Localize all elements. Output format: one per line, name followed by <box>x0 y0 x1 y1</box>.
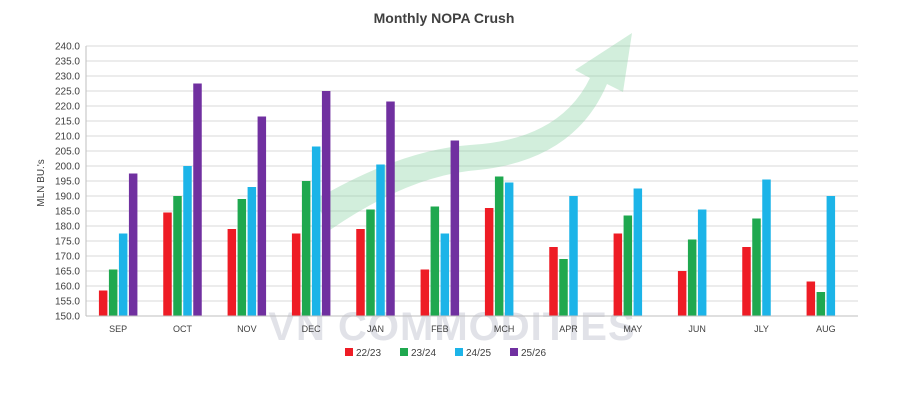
x-tick-label: DEC <box>302 324 322 334</box>
bar-22-23-may <box>613 233 623 316</box>
x-tick-label: NOV <box>237 324 257 334</box>
bar-24-25-nov <box>247 187 257 316</box>
bar-23-24-oct <box>173 196 182 316</box>
gridlines <box>86 45 858 317</box>
x-tick-label: SEP <box>109 324 127 334</box>
x-tick-label: JLY <box>754 324 769 334</box>
legend-swatch <box>455 348 463 356</box>
bar-23-24-apr <box>559 259 568 316</box>
bar-23-24-aug <box>816 292 826 316</box>
y-tick-label: 235.0 <box>55 57 80 68</box>
bar-24-25-feb <box>440 233 450 316</box>
y-tick-label: 210.0 <box>55 132 80 143</box>
bar-22-23-jan <box>356 229 365 316</box>
bar-22-23-sep <box>98 290 108 316</box>
y-tick-label: 205.0 <box>55 147 80 158</box>
legend-label: 25/26 <box>521 348 546 359</box>
bar-25-26-feb <box>450 140 460 316</box>
bar-23-24-may <box>623 215 633 316</box>
legend-label: 22/23 <box>356 348 381 359</box>
bar-24-25-aug <box>826 196 836 316</box>
chart-title: Monthly NOPA Crush <box>374 10 515 26</box>
x-tick-label: OCT <box>173 324 193 334</box>
x-tick-label: FEB <box>431 324 449 334</box>
bar-25-26-dec <box>321 91 331 316</box>
bar-23-24-dec <box>301 181 311 316</box>
bar-24-25-dec <box>311 146 321 316</box>
axes: 150.0 155.0 160.0 165.0 170.0 175.0 180.0 185.0… <box>55 42 858 334</box>
x-tick-label: MAY <box>623 324 642 334</box>
legend-swatch <box>400 348 408 356</box>
bar-22-23-dec <box>291 233 301 316</box>
y-tick-label: 175.0 <box>55 237 80 248</box>
x-tick-label: JAN <box>367 324 384 334</box>
bar-23-24-feb <box>430 206 440 316</box>
bar-22-23-jun <box>677 271 687 316</box>
y-tick-label: 155.0 <box>55 297 80 308</box>
y-axis-title: MLN BU.'s <box>36 159 47 206</box>
legend-swatch <box>345 348 353 356</box>
bar-24-25-jun <box>697 209 707 316</box>
bar-24-25-mch <box>504 182 514 316</box>
bar-22-23-nov <box>227 229 237 316</box>
y-tick-label: 170.0 <box>55 252 80 263</box>
y-tick-label: 150.0 <box>55 312 80 323</box>
bar-22-23-oct <box>163 212 172 316</box>
bar-22-23-apr <box>549 247 558 316</box>
bars <box>98 83 836 316</box>
y-tick-label: 200.0 <box>55 162 80 173</box>
bar-25-26-oct <box>193 83 202 316</box>
bar-23-24-jun <box>687 239 697 316</box>
bar-23-24-nov <box>237 199 247 316</box>
x-tick-label: AUG <box>816 324 836 334</box>
bar-25-26-sep <box>128 173 138 316</box>
y-tick-label: 190.0 <box>55 192 80 203</box>
y-tick-label: 185.0 <box>55 207 80 218</box>
bar-24-25-jly <box>762 179 771 316</box>
x-tick-label: JUN <box>688 324 706 334</box>
bar-24-25-apr <box>569 196 578 316</box>
bar-22-23-aug <box>806 281 816 316</box>
y-tick-label: 215.0 <box>55 117 80 128</box>
x-tick-label: MCH <box>494 324 515 334</box>
bar-25-26-jan <box>386 101 395 316</box>
y-tick-label: 220.0 <box>55 102 80 113</box>
bar-23-24-mch <box>494 176 504 316</box>
y-tick-label: 225.0 <box>55 87 80 98</box>
y-tick-label: 230.0 <box>55 72 80 83</box>
legend: 22/23 23/24 24/25 25/26 <box>345 348 546 359</box>
bar-23-24-sep <box>108 269 118 316</box>
y-tick-label: 160.0 <box>55 282 80 293</box>
y-tick-label: 180.0 <box>55 222 80 233</box>
legend-label: 24/25 <box>466 348 491 359</box>
legend-label: 23/24 <box>411 348 436 359</box>
bar-23-24-jly <box>752 218 761 316</box>
bar-22-23-feb <box>420 269 430 316</box>
bar-25-26-nov <box>257 116 267 316</box>
legend-swatch <box>510 348 518 356</box>
bar-23-24-jan <box>366 209 375 316</box>
bar-24-25-jan <box>376 164 385 316</box>
bar-22-23-mch <box>484 208 494 316</box>
y-tick-label: 195.0 <box>55 177 80 188</box>
bar-24-25-may <box>633 188 643 316</box>
bar-24-25-sep <box>118 233 128 316</box>
x-tick-label: APR <box>559 324 578 334</box>
bar-22-23-jly <box>742 247 751 316</box>
y-tick-label: 240.0 <box>55 42 80 53</box>
y-tick-label: 165.0 <box>55 267 80 278</box>
bar-24-25-oct <box>183 166 192 316</box>
